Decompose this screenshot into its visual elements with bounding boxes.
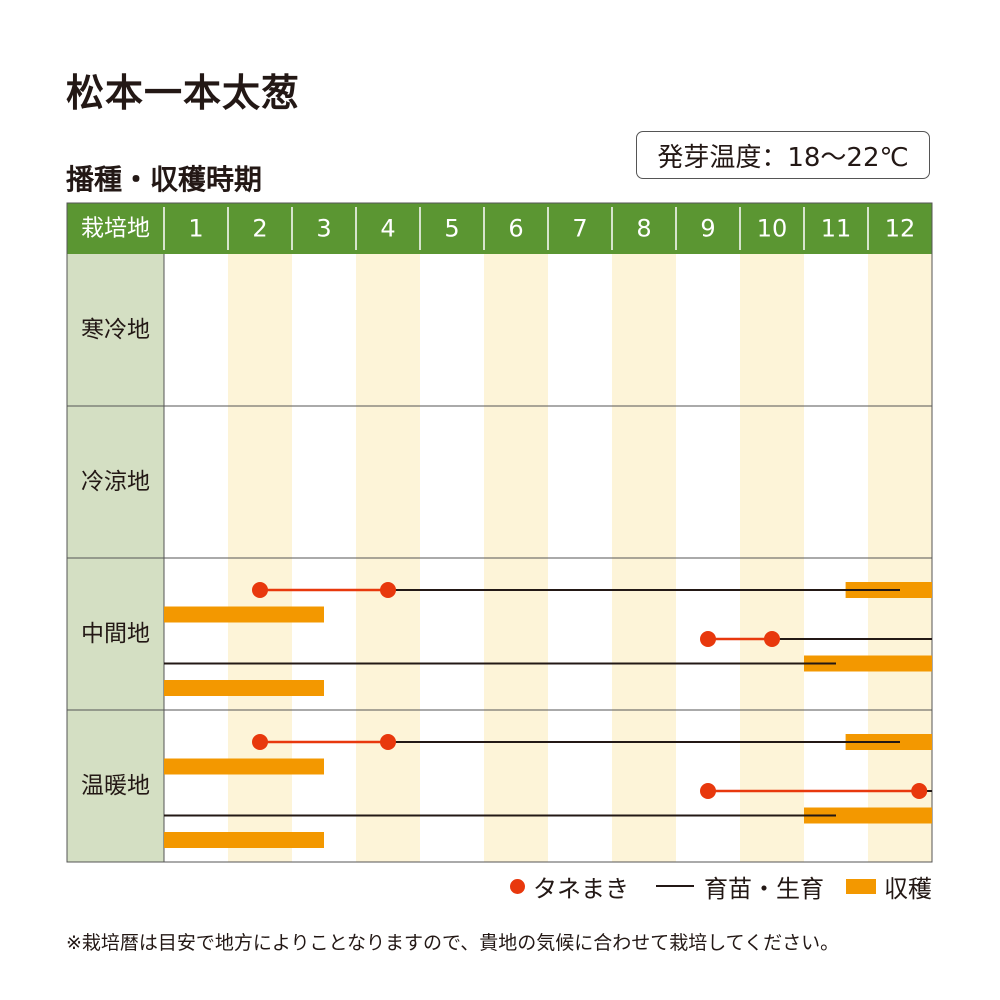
month-label: 11 (821, 215, 852, 243)
harvest-bar-icon (846, 878, 876, 894)
chart-legend: タネまき 育苗・生育 収穫 (500, 868, 932, 904)
sowing-dot (380, 582, 396, 598)
month-label: 9 (700, 215, 715, 243)
region-label: 寒冷地 (81, 317, 150, 343)
region-label: 温暖地 (81, 773, 150, 799)
month-label: 8 (636, 215, 651, 243)
harvest-bar (164, 680, 324, 696)
harvest-bar (804, 807, 932, 824)
region-label: 冷涼地 (81, 469, 150, 495)
legend-harvest: 収穫 (846, 868, 932, 904)
sowing-dot (700, 783, 716, 799)
month-label: 5 (444, 215, 459, 243)
sowing-dot (252, 734, 268, 750)
legend-growing: 育苗・生育 (656, 868, 824, 904)
chart-subtitle: 播種・収穫時期 (66, 163, 263, 196)
sowing-dot-icon (510, 878, 525, 894)
sowing-dot (380, 734, 396, 750)
legend-harvest-label: 収穫 (884, 874, 932, 903)
harvest-bar (164, 832, 324, 848)
month-label: 6 (508, 215, 523, 243)
legend-growing-label: 育苗・生育 (704, 874, 824, 903)
month-label: 1 (188, 215, 203, 243)
disclaimer-note: ※栽培暦は目安で地方によりことなりますので、貴地の気候に合わせて栽培してください… (66, 932, 840, 954)
month-label: 4 (380, 215, 395, 243)
table-border (66, 202, 933, 863)
region-label: 中間地 (81, 621, 150, 647)
month-label: 3 (316, 215, 331, 243)
harvest-bar (164, 758, 324, 775)
page-title: 松本一本太葱 (66, 71, 301, 115)
sowing-dot (911, 783, 928, 799)
header-band (67, 203, 932, 254)
harvest-bar (164, 606, 324, 623)
germination-temp-badge: 発芽温度：18～22℃ (636, 131, 930, 179)
sowing-dot (700, 631, 716, 647)
month-label: 2 (252, 215, 267, 243)
legend-sowing: タネまき (510, 868, 629, 904)
harvest-bar (804, 655, 932, 672)
month-label: 10 (757, 215, 788, 243)
header-label: 栽培地 (81, 216, 150, 242)
growing-line-icon (656, 884, 694, 888)
month-label: 12 (885, 215, 916, 243)
legend-sowing-label: タネまき (533, 874, 629, 903)
month-label: 7 (572, 215, 587, 243)
sowing-dot (764, 631, 780, 647)
sowing-dot (252, 582, 268, 598)
